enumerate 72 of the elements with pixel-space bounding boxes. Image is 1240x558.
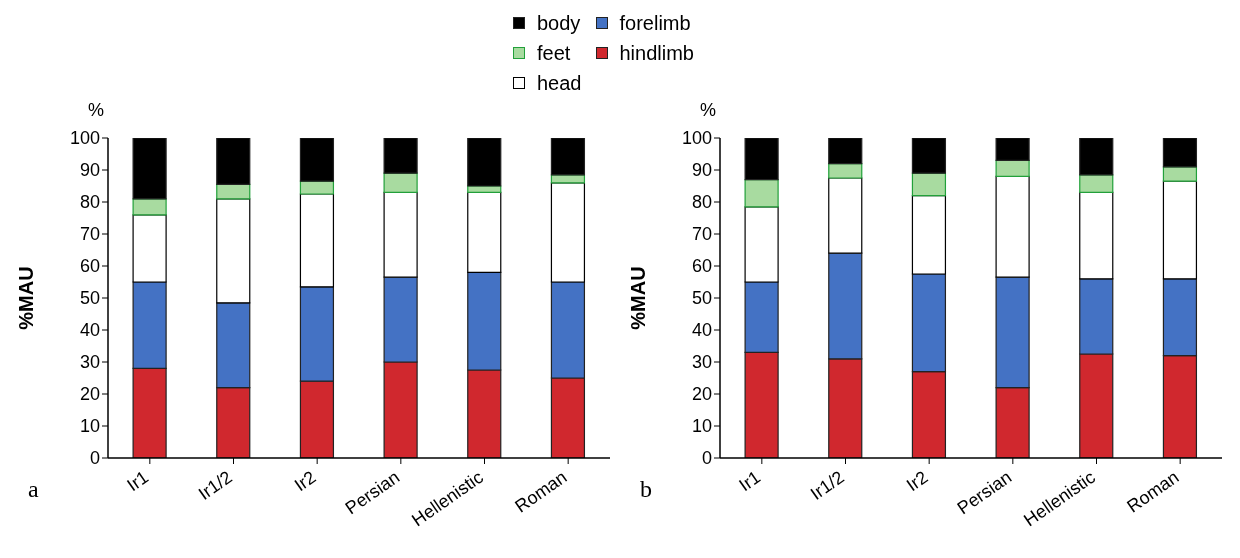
y-tick-label: 70 (691, 224, 712, 245)
bar (383, 138, 418, 174)
y-tick-label: 40 (79, 320, 100, 341)
bar (744, 206, 779, 283)
bar (132, 138, 167, 200)
bar (828, 177, 863, 254)
text: a (28, 476, 39, 503)
bar (995, 159, 1030, 177)
text: % (700, 100, 717, 121)
y-tick-label: 60 (691, 256, 712, 277)
x-tick-label: Ir1/2 (806, 466, 848, 504)
y-tick-label: 10 (79, 416, 100, 437)
bar (911, 172, 947, 197)
x-tick-label: Ir2 (902, 466, 932, 496)
legend-label: hindlimb (619, 41, 694, 65)
bar (995, 138, 1030, 161)
bar (550, 138, 586, 176)
legend-label: feet (537, 41, 571, 65)
text: % (88, 100, 105, 121)
y-axis-title: %MAU (627, 266, 650, 330)
x-tick-label: Ir2 (290, 466, 320, 496)
y-tick-label: 70 (79, 224, 100, 245)
y-tick-label: 50 (79, 288, 100, 309)
bar (1079, 138, 1114, 176)
y-tick-label: 30 (79, 352, 100, 373)
y-tick-label: 50 (691, 288, 712, 309)
x-tick-label: Ir1 (735, 466, 765, 496)
y-axis-title: %MAU (15, 266, 38, 330)
bar (467, 138, 502, 187)
y-tick-label: 10 (691, 416, 712, 437)
y-tick-label: 90 (691, 160, 712, 181)
y-tick-label: 0 (701, 448, 712, 469)
bar (1162, 166, 1198, 182)
bar (383, 172, 418, 193)
y-tick-label: 60 (79, 256, 100, 277)
y-tick-label: 20 (79, 384, 100, 405)
legend-label: forelimb (619, 11, 691, 35)
bar (299, 193, 335, 288)
y-tick-label: 0 (89, 448, 100, 469)
text: b (640, 476, 652, 503)
bar (911, 195, 947, 275)
bar (299, 138, 335, 182)
bar (383, 191, 418, 278)
y-tick-label: 100 (681, 128, 712, 149)
y-tick-label: 20 (691, 384, 712, 405)
bar (132, 214, 167, 283)
y-tick-label: 80 (691, 192, 712, 213)
bar (995, 175, 1030, 278)
bar (744, 138, 779, 181)
bar (550, 182, 586, 283)
bar (132, 198, 167, 216)
bar (1162, 138, 1198, 168)
y-tick-label: 100 (69, 128, 100, 149)
legend-label: body (537, 11, 581, 35)
bar (828, 138, 863, 165)
bar (216, 198, 251, 304)
legend-label: head (537, 71, 582, 95)
bar (828, 163, 863, 179)
bar (1079, 191, 1114, 280)
bar (467, 191, 502, 273)
bar (1079, 174, 1114, 193)
y-tick-label: 90 (79, 160, 100, 181)
y-tick-label: 40 (691, 320, 712, 341)
x-tick-label: Ir1/2 (194, 466, 236, 504)
bar (911, 138, 947, 174)
x-tick-label: Ir1 (123, 466, 153, 496)
y-tick-label: 80 (79, 192, 100, 213)
bar (299, 180, 335, 195)
bar (1162, 180, 1198, 280)
bar (216, 138, 251, 185)
y-tick-label: 30 (691, 352, 712, 373)
bar (744, 179, 779, 208)
